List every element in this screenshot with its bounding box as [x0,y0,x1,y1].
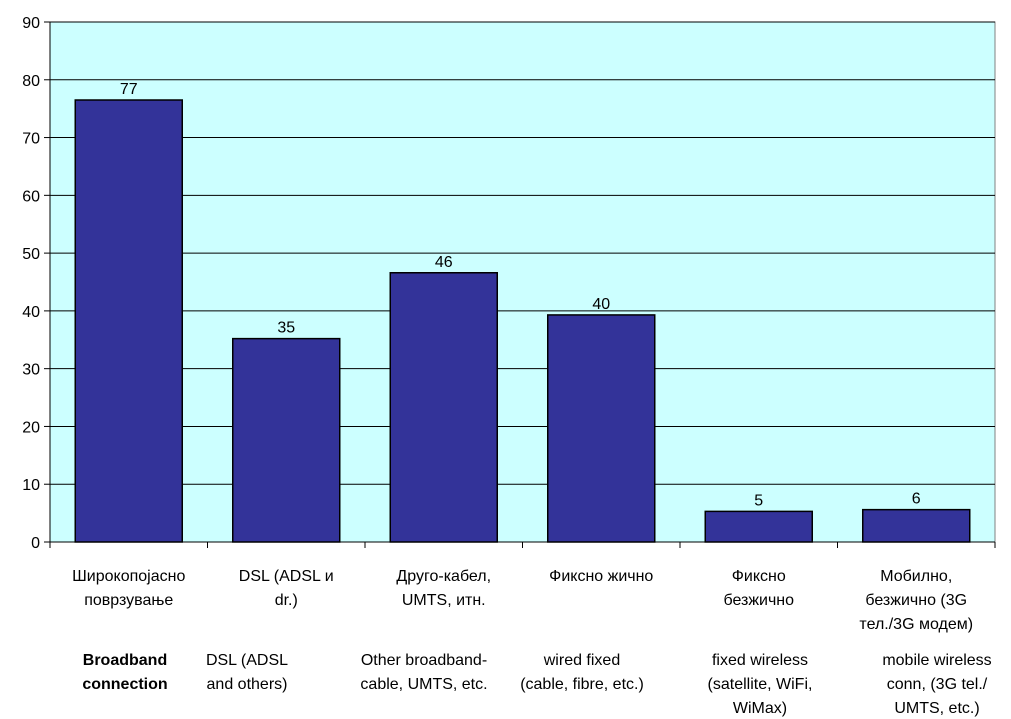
english-label: DSL (ADSL [206,652,288,669]
y-tick-label: 30 [22,362,40,379]
category-label: безжично [723,592,794,609]
data-label: 77 [120,81,138,98]
english-label: (cable, fibre, etc.) [520,676,644,693]
english-label: UMTS, etc.) [894,700,979,717]
data-label: 35 [277,320,295,337]
category-label: Друго-кабел, [396,568,491,585]
category-label: DSL (ADSL и [239,568,334,585]
english-label: conn, (3G tel./ [887,676,988,693]
y-tick-label: 20 [22,419,40,436]
y-tick-label: 0 [31,535,40,552]
data-label: 40 [592,296,610,313]
data-label: 5 [754,492,763,509]
y-tick-label: 60 [22,188,40,205]
category-label: Мобилно, [880,568,952,585]
category-label: Фиксно [732,568,786,585]
english-label: Broadband [83,652,167,669]
english-label: and others) [207,676,288,693]
bars [74,99,971,543]
y-tick-labels: 0 10 20 30 40 50 60 70 80 90 [22,15,40,552]
y-tick-label: 50 [22,246,40,263]
data-labels: 77 35 46 40 5 6 [120,81,921,509]
y-tick-label: 90 [22,15,40,32]
english-label: fixed wireless [712,652,808,669]
bar [232,337,341,543]
category-label: безжично (3G [865,592,967,609]
axes [44,21,996,548]
y-tick-label: 70 [22,131,40,148]
bar [74,99,183,543]
category-label: тел./3G модем) [859,616,973,633]
english-label: (satellite, WiFi, [708,676,813,693]
category-label: dr.) [275,592,298,609]
y-tick-label: 10 [22,477,40,494]
category-label: поврзување [84,592,173,609]
english-label: mobile wireless [882,652,991,669]
bar [862,508,971,543]
english-label: wired fixed [543,652,620,669]
y-tick-label: 40 [22,304,40,321]
english-labels: Broadband connection DSL (ADSL and others) O… [82,652,991,717]
english-label: WiMax) [733,700,787,717]
category-label: Широкопојасно [72,568,185,585]
category-label: Фиксно жично [549,568,653,585]
gridlines [50,21,995,485]
category-labels: Широкопојасно поврзување DSL (ADSL и dr.) Др… [72,568,973,633]
english-label: cable, UMTS, etc. [360,676,487,693]
category-label: UMTS, итн. [402,592,486,609]
english-label: connection [82,676,167,693]
bar [547,314,656,543]
data-label: 46 [435,254,453,271]
y-tick-label: 80 [22,73,40,90]
bar [704,510,813,543]
english-label: Other broadband- [361,652,487,669]
plot-area [49,21,996,543]
bar [389,272,498,543]
data-label: 6 [912,491,921,508]
